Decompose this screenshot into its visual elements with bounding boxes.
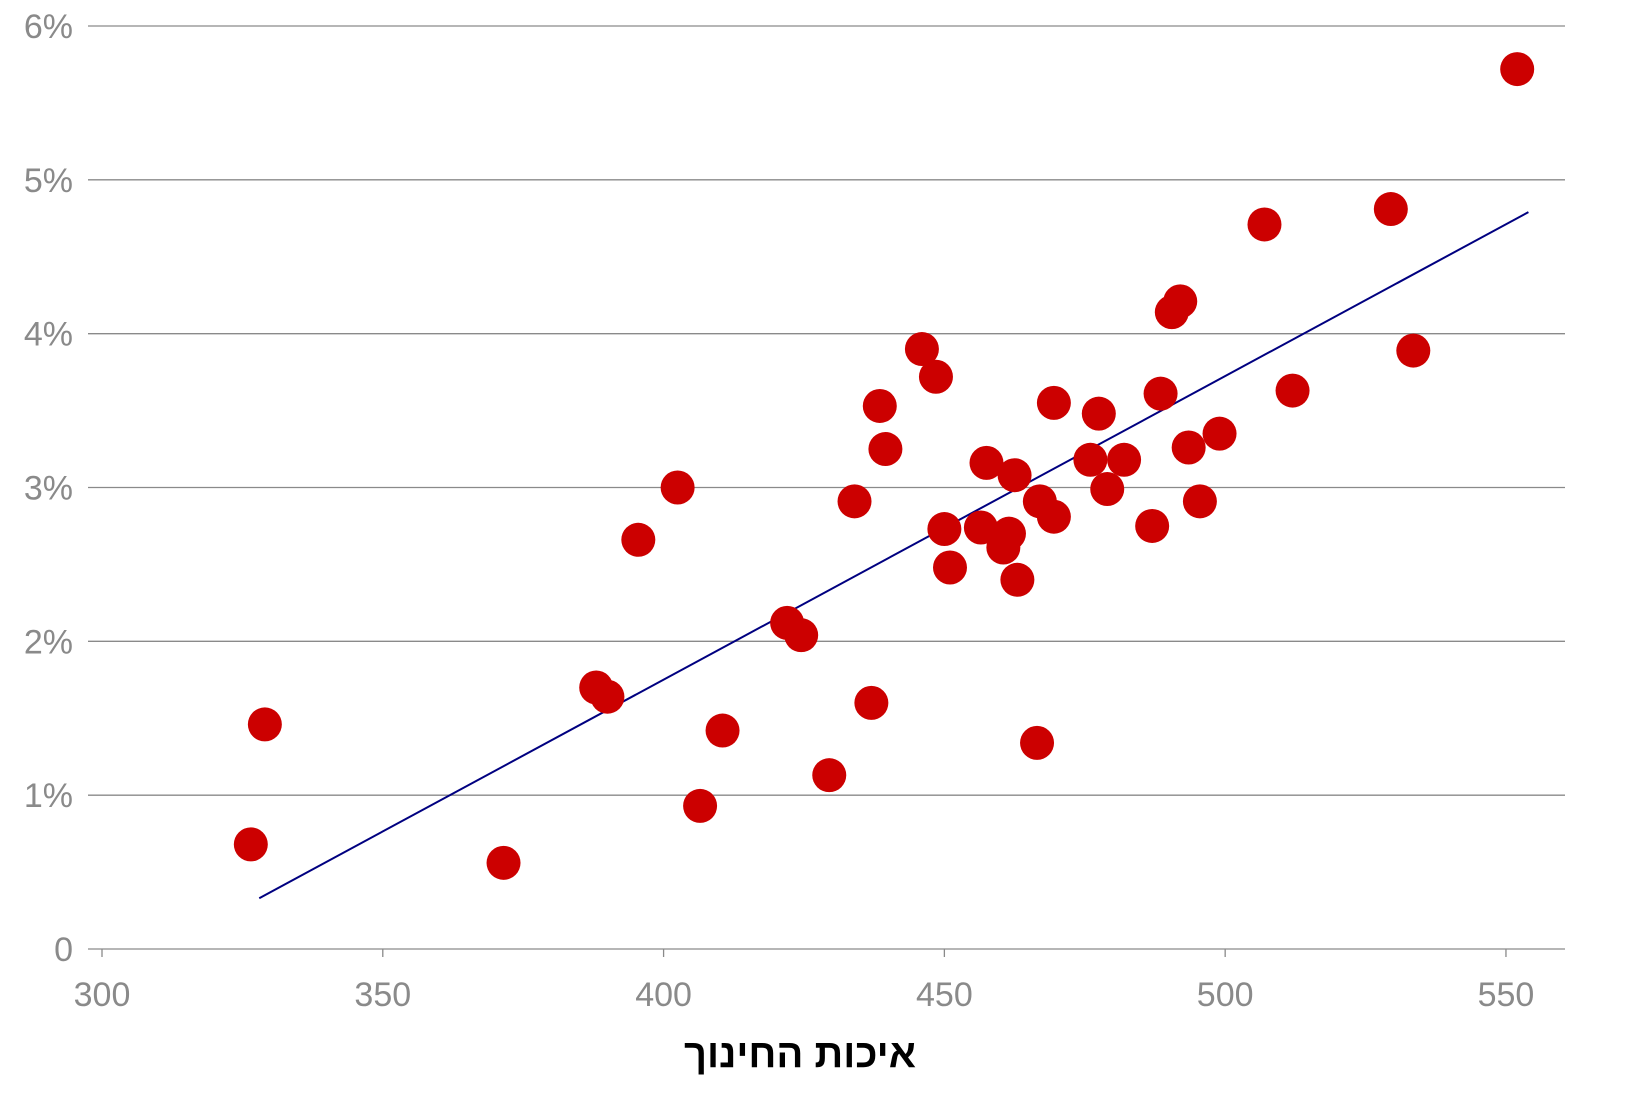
data-point <box>1143 376 1178 411</box>
x-tick-label-500: 500 <box>1197 976 1254 1014</box>
data-point <box>1107 442 1142 477</box>
data-point <box>1247 207 1282 242</box>
gridlines <box>88 25 1565 796</box>
x-axis <box>88 948 1565 957</box>
data-point <box>1036 385 1071 420</box>
data-point <box>233 827 268 862</box>
data-point <box>1373 192 1408 227</box>
trendline <box>258 211 1529 900</box>
y-axis-tick-labels: 0 1% 2% 3% 4% 5% 6% <box>24 8 73 969</box>
y-tick-label-5: 5% <box>24 162 73 200</box>
x-tick-label-450: 450 <box>916 976 973 1014</box>
data-point <box>1500 52 1535 87</box>
x-axis-title: איכות החינוך <box>684 1032 916 1076</box>
y-tick-label-4: 4% <box>24 316 73 354</box>
data-point <box>963 510 998 545</box>
data-point <box>927 512 962 547</box>
y-tick-label-0: 0 <box>54 931 73 969</box>
data-point <box>868 432 903 467</box>
data-point <box>621 522 656 557</box>
data-point <box>862 388 897 423</box>
data-point <box>660 470 695 505</box>
data-point <box>683 788 718 823</box>
data-point <box>918 359 953 394</box>
data-point <box>997 458 1032 493</box>
data-point <box>932 550 967 585</box>
data-point <box>1090 472 1125 507</box>
data-point <box>1135 508 1170 543</box>
y-tick-label-3: 3% <box>24 470 73 508</box>
x-tick-label-300: 300 <box>74 976 131 1014</box>
data-points <box>233 52 1535 880</box>
trendline-layer <box>258 211 1529 900</box>
y-tick-label-6: 6% <box>24 8 73 46</box>
data-point <box>1073 442 1108 477</box>
data-point <box>1275 373 1310 408</box>
data-point <box>247 707 282 742</box>
data-point <box>1163 284 1198 319</box>
data-point <box>969 445 1004 480</box>
x-tick-label-400: 400 <box>635 976 692 1014</box>
x-axis-tick-labels: 300 350 400 450 500 550 <box>74 976 1535 1014</box>
x-tick-label-550: 550 <box>1478 976 1535 1014</box>
data-point <box>784 618 819 653</box>
y-tick-label-1: 1% <box>24 777 73 815</box>
data-point <box>705 713 740 748</box>
x-tick-label-350: 350 <box>354 976 411 1014</box>
data-point <box>1182 484 1217 519</box>
data-point <box>1020 725 1055 760</box>
data-point <box>590 679 625 714</box>
data-point <box>904 332 939 367</box>
y-tick-label-2: 2% <box>24 623 73 661</box>
data-point <box>1202 416 1237 451</box>
data-point <box>1396 333 1431 368</box>
data-point <box>854 685 889 720</box>
data-point <box>1000 562 1035 597</box>
data-point <box>486 845 521 880</box>
data-point <box>1081 396 1116 431</box>
data-point <box>1171 430 1206 465</box>
data-point <box>991 516 1026 551</box>
data-point <box>1036 499 1071 534</box>
data-point <box>812 758 847 793</box>
data-point <box>837 484 872 519</box>
